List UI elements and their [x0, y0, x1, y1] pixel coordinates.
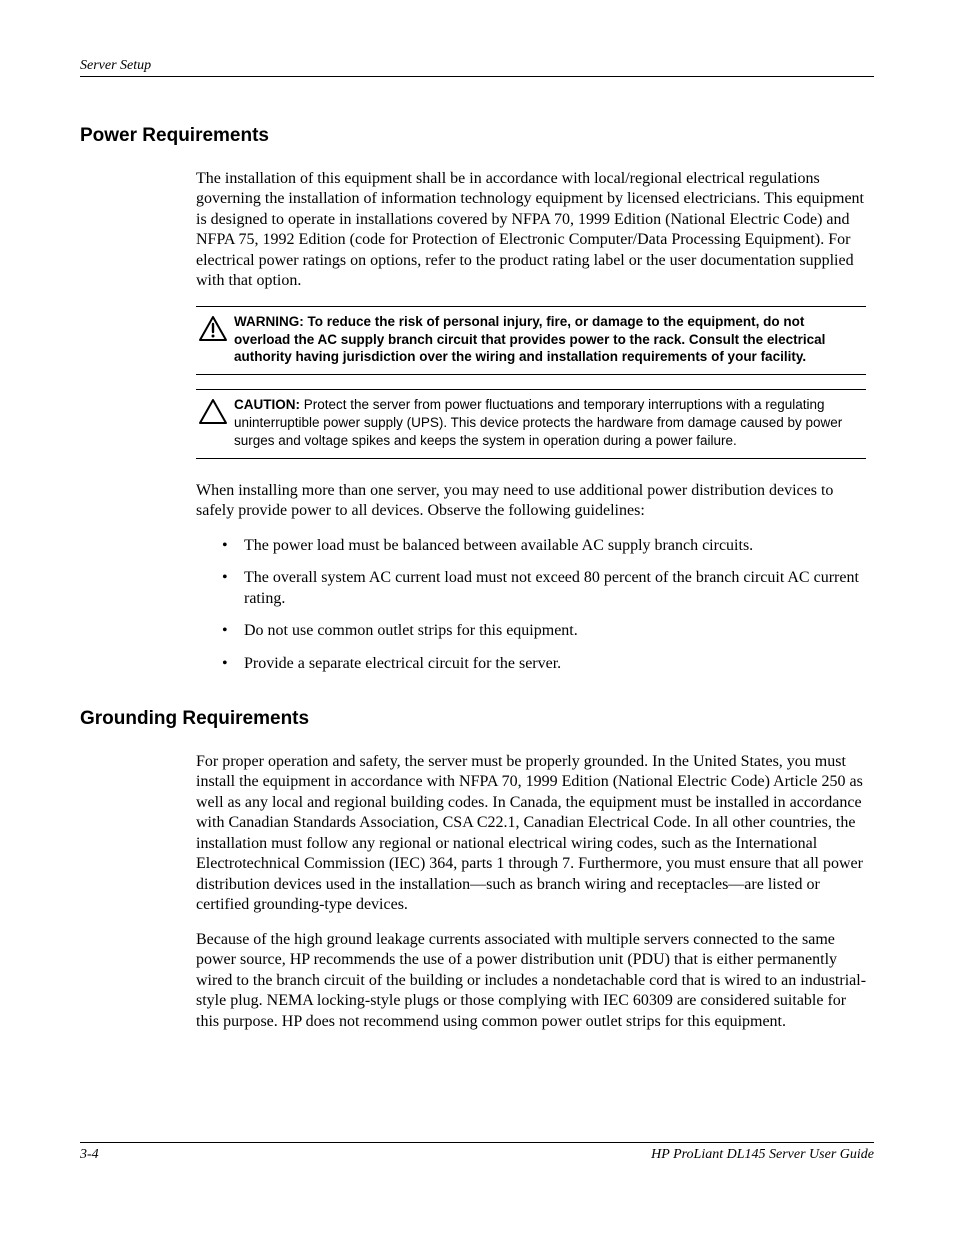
guidelines-list: The power load must be balanced between …: [222, 536, 866, 674]
warning-lead: WARNING:: [234, 314, 308, 329]
page-footer: 3-4 HP ProLiant DL145 Server User Guide: [80, 1142, 874, 1163]
footer-doc-title: HP ProLiant DL145 Server User Guide: [651, 1147, 874, 1163]
page-number: 3-4: [80, 1147, 99, 1163]
heading-power-requirements: Power Requirements: [80, 125, 874, 147]
list-item: The power load must be balanced between …: [222, 536, 866, 556]
list-item: Do not use common outlet strips for this…: [222, 621, 866, 641]
grounding-para-1: For proper operation and safety, the ser…: [196, 752, 866, 916]
list-item: The overall system AC current load must …: [222, 568, 866, 609]
caution-body: Protect the server from power fluctuatio…: [234, 397, 842, 448]
warning-body: To reduce the risk of personal injury, f…: [234, 314, 825, 365]
caution-icon: [196, 396, 234, 431]
header-section-title: Server Setup: [80, 58, 151, 73]
caution-lead: CAUTION:: [234, 397, 304, 412]
caution-callout: CAUTION: Protect the server from power f…: [196, 389, 866, 458]
warning-icon: [196, 313, 234, 348]
heading-grounding-requirements: Grounding Requirements: [80, 708, 874, 730]
document-page: Server Setup Power Requirements The inst…: [0, 0, 954, 1086]
list-item: Provide a separate electrical circuit fo…: [222, 654, 866, 674]
page-header: Server Setup: [80, 56, 874, 77]
warning-callout: WARNING: To reduce the risk of personal …: [196, 306, 866, 375]
guidelines-intro: When installing more than one server, yo…: [196, 481, 866, 522]
caution-text: CAUTION: Protect the server from power f…: [234, 396, 866, 449]
grounding-para-2: Because of the high ground leakage curre…: [196, 930, 866, 1032]
power-intro-paragraph: The installation of this equipment shall…: [196, 169, 866, 292]
warning-text: WARNING: To reduce the risk of personal …: [234, 313, 866, 366]
